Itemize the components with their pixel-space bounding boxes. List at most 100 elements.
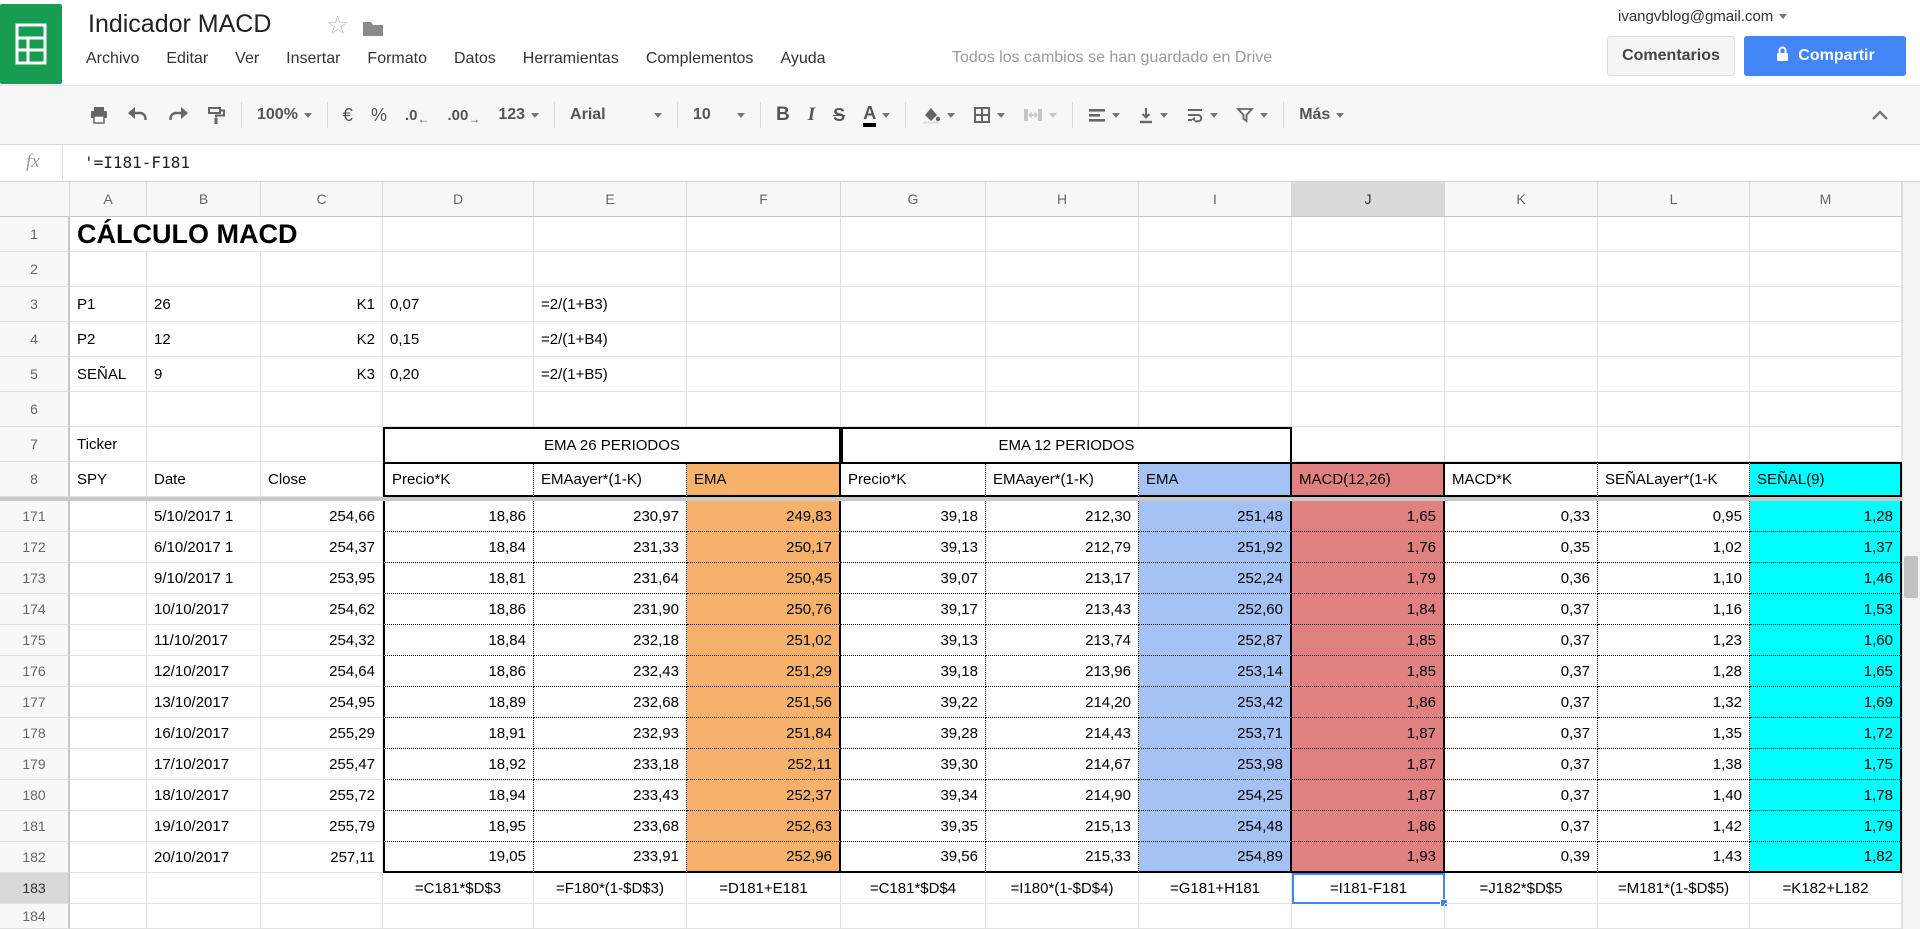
cell-H177[interactable]: 214,20 [986, 687, 1139, 718]
cell-L172[interactable]: 1,02 [1598, 532, 1750, 563]
cell-A175[interactable] [70, 625, 147, 656]
decrease-decimals-button[interactable]: .0 ← [404, 106, 430, 127]
cell-L178[interactable]: 1,35 [1598, 718, 1750, 749]
cell-G176[interactable]: 39,18 [841, 656, 986, 687]
cell-J171[interactable]: 1,65 [1292, 501, 1445, 532]
cell-G172[interactable]: 39,13 [841, 532, 986, 563]
cell-K3[interactable] [1445, 287, 1598, 322]
cell-H174[interactable]: 213,43 [986, 594, 1139, 625]
cell-I178[interactable]: 253,71 [1139, 718, 1292, 749]
cell-J177[interactable]: 1,86 [1292, 687, 1445, 718]
row-header-184[interactable]: 184 [0, 904, 70, 929]
cell-C5[interactable]: K3 [261, 357, 383, 392]
cell-D179[interactable]: 18,92 [383, 749, 534, 780]
cell-E181[interactable]: 233,68 [534, 811, 687, 842]
cell-L3[interactable] [1598, 287, 1750, 322]
menu-ver[interactable]: Ver [235, 50, 260, 67]
cell-G184[interactable] [841, 904, 986, 929]
cell-A6[interactable] [70, 392, 147, 427]
row-header-3[interactable]: 3 [0, 287, 70, 322]
cell-K179[interactable]: 0,37 [1445, 749, 1598, 780]
cell-F5[interactable] [687, 357, 841, 392]
cell-I171[interactable]: 251,48 [1139, 501, 1292, 532]
cell-E1[interactable] [534, 217, 687, 252]
cell-L6[interactable] [1598, 392, 1750, 427]
cell-J175[interactable]: 1,85 [1292, 625, 1445, 656]
row-header-180[interactable]: 180 [0, 780, 70, 811]
cell-J5[interactable] [1292, 357, 1445, 392]
share-button[interactable]: Compartir [1744, 36, 1906, 76]
cell-F173[interactable]: 250,45 [687, 563, 841, 594]
cell-F176[interactable]: 251,29 [687, 656, 841, 687]
cell-L174[interactable]: 1,16 [1598, 594, 1750, 625]
row-header-5[interactable]: 5 [0, 357, 70, 392]
cell-B176[interactable]: 12/10/2017 [147, 656, 261, 687]
cell-L173[interactable]: 1,10 [1598, 563, 1750, 594]
cell-A2[interactable] [70, 252, 147, 287]
cell-M8[interactable]: SEÑAL(9) [1750, 462, 1902, 497]
cell-F182[interactable]: 252,96 [687, 842, 841, 873]
cell-L7[interactable] [1598, 427, 1750, 462]
cell-F180[interactable]: 252,37 [687, 780, 841, 811]
percent-format-button[interactable]: % [370, 104, 387, 125]
horizontal-align-button[interactable] [1079, 97, 1129, 133]
row-header-4[interactable]: 4 [0, 322, 70, 357]
cell-B184[interactable] [147, 904, 261, 929]
font-family-select[interactable]: Arial [561, 97, 671, 133]
column-header-K[interactable]: K [1445, 182, 1598, 217]
cell-E5[interactable]: =2/(1+B5) [534, 357, 687, 392]
cell-H173[interactable]: 213,17 [986, 563, 1139, 594]
cell-K183[interactable]: =J182*$D$5 [1445, 873, 1598, 904]
row-header-176[interactable]: 176 [0, 656, 70, 687]
cell-J3[interactable] [1292, 287, 1445, 322]
menu-insertar[interactable]: Insertar [286, 50, 341, 67]
row-header-174[interactable]: 174 [0, 594, 70, 625]
cell-B174[interactable]: 10/10/2017 [147, 594, 261, 625]
cell-L179[interactable]: 1,38 [1598, 749, 1750, 780]
cell-K178[interactable]: 0,37 [1445, 718, 1598, 749]
cell-M179[interactable]: 1,75 [1750, 749, 1902, 780]
cell-L181[interactable]: 1,42 [1598, 811, 1750, 842]
cell-M182[interactable]: 1,82 [1750, 842, 1902, 873]
cell-I4[interactable] [1139, 322, 1292, 357]
cell-I182[interactable]: 254,89 [1139, 842, 1292, 873]
cell-M171[interactable]: 1,28 [1750, 501, 1902, 532]
cell-I5[interactable] [1139, 357, 1292, 392]
cell-L184[interactable] [1598, 904, 1750, 929]
folder-icon[interactable] [362, 20, 384, 42]
cell-B179[interactable]: 17/10/2017 [147, 749, 261, 780]
cell-L5[interactable] [1598, 357, 1750, 392]
redo-button[interactable] [158, 97, 198, 133]
cell-H2[interactable] [986, 252, 1139, 287]
cell-J176[interactable]: 1,85 [1292, 656, 1445, 687]
cell-L180[interactable]: 1,40 [1598, 780, 1750, 811]
cell-A5[interactable]: SEÑAL [70, 357, 147, 392]
cell-K174[interactable]: 0,37 [1445, 594, 1598, 625]
cell-M172[interactable]: 1,37 [1750, 532, 1902, 563]
cell-B180[interactable]: 18/10/2017 [147, 780, 261, 811]
cell-G173[interactable]: 39,07 [841, 563, 986, 594]
cell-I180[interactable]: 254,25 [1139, 780, 1292, 811]
fill-color-button[interactable] [912, 97, 964, 133]
cell-D5[interactable]: 0,20 [383, 357, 534, 392]
cell-B182[interactable]: 20/10/2017 [147, 842, 261, 873]
cell-D1[interactable] [383, 217, 534, 252]
cell-A173[interactable] [70, 563, 147, 594]
column-header-F[interactable]: F [687, 182, 841, 217]
cell-J2[interactable] [1292, 252, 1445, 287]
cell-B7[interactable] [147, 427, 261, 462]
merged-header-ema12[interactable]: EMA 12 PERIODOS [841, 427, 1292, 464]
cell-D172[interactable]: 18,84 [383, 532, 534, 563]
cell-C176[interactable]: 254,64 [261, 656, 383, 687]
cell-F184[interactable] [687, 904, 841, 929]
cell-G177[interactable]: 39,22 [841, 687, 986, 718]
cell-C171[interactable]: 254,66 [261, 501, 383, 532]
cell-A4[interactable]: P2 [70, 322, 147, 357]
row-header-172[interactable]: 172 [0, 532, 70, 563]
cell-F175[interactable]: 251,02 [687, 625, 841, 656]
row-header-1[interactable]: 1 [0, 217, 70, 252]
cell-K4[interactable] [1445, 322, 1598, 357]
cell-F179[interactable]: 252,11 [687, 749, 841, 780]
row-header-8[interactable]: 8 [0, 462, 70, 497]
cell-I174[interactable]: 252,60 [1139, 594, 1292, 625]
